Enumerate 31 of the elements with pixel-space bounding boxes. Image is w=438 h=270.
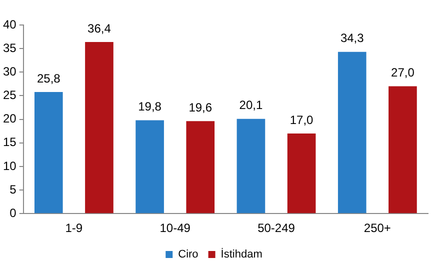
x-tick-label: 50-249	[258, 221, 296, 236]
x-tick-label: 1-9	[65, 221, 83, 236]
legend-label: İstihdam	[220, 248, 262, 261]
bar	[338, 52, 366, 214]
data-label: 27,0	[391, 66, 415, 80]
y-tick-label: 5	[10, 182, 17, 196]
data-label: 25,8	[36, 71, 61, 86]
y-tick-label: 0	[10, 206, 17, 220]
y-tick-label: 20	[2, 112, 17, 126]
y-tick-label: 10	[2, 158, 17, 173]
y-tick-label: 40	[2, 17, 17, 32]
data-label: 19,6	[188, 100, 212, 114]
legend-label: Ciro	[178, 248, 198, 261]
bar	[136, 120, 164, 214]
bar	[287, 133, 316, 214]
x-tick-label: 250+	[364, 221, 391, 236]
bar	[85, 42, 114, 214]
y-tick-label: 25	[2, 88, 17, 102]
data-label: 36,4	[88, 21, 112, 36]
bar	[34, 92, 63, 214]
data-label: 20,1	[239, 98, 263, 112]
bar	[236, 118, 266, 214]
data-label: 17,0	[290, 112, 314, 127]
bar	[186, 121, 215, 214]
data-label: 19,8	[138, 100, 162, 114]
y-tick-label: 30	[2, 64, 17, 78]
y-tick-label: 15	[2, 135, 17, 150]
y-tick-label: 35	[2, 40, 17, 55]
bar	[388, 86, 417, 214]
data-label: 34,3	[340, 31, 364, 46]
x-tick-label: 10-49	[160, 221, 191, 236]
